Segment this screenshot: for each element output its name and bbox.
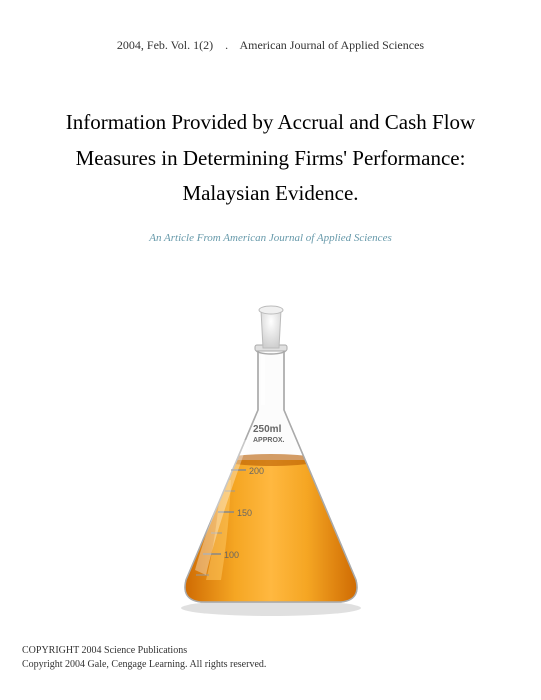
journal-name: American Journal of Applied Sciences bbox=[239, 38, 424, 52]
neck-highlight bbox=[261, 355, 265, 405]
copyright-line-2: Copyright 2004 Gale, Cengage Learning. A… bbox=[22, 658, 266, 672]
marking-250: 250ml bbox=[253, 424, 282, 435]
marking-approx: APPROX. bbox=[253, 437, 285, 444]
header-metadata: 2004, Feb. Vol. 1(2) . American Journal … bbox=[0, 38, 541, 53]
article-title-block: Information Provided by Accrual and Cash… bbox=[40, 105, 501, 212]
marking-100: 100 bbox=[224, 550, 239, 560]
flask-stopper-top bbox=[259, 306, 283, 314]
issue-info: 2004, Feb. Vol. 1(2) bbox=[117, 38, 213, 52]
flask-illustration: 250ml APPROX. 200 150 100 bbox=[131, 260, 411, 620]
article-title: Information Provided by Accrual and Cash… bbox=[40, 105, 501, 212]
header-separator: . bbox=[225, 38, 228, 52]
marking-200: 200 bbox=[249, 466, 264, 476]
marking-150: 150 bbox=[237, 508, 252, 518]
article-subtitle: An Article From American Journal of Appl… bbox=[0, 232, 541, 244]
flask-svg: 250ml APPROX. 200 150 100 bbox=[131, 260, 411, 620]
copyright-block: COPYRIGHT 2004 Science Publications Copy… bbox=[22, 644, 266, 672]
flask-stopper-body bbox=[261, 310, 281, 348]
copyright-line-1: COPYRIGHT 2004 Science Publications bbox=[22, 644, 266, 658]
